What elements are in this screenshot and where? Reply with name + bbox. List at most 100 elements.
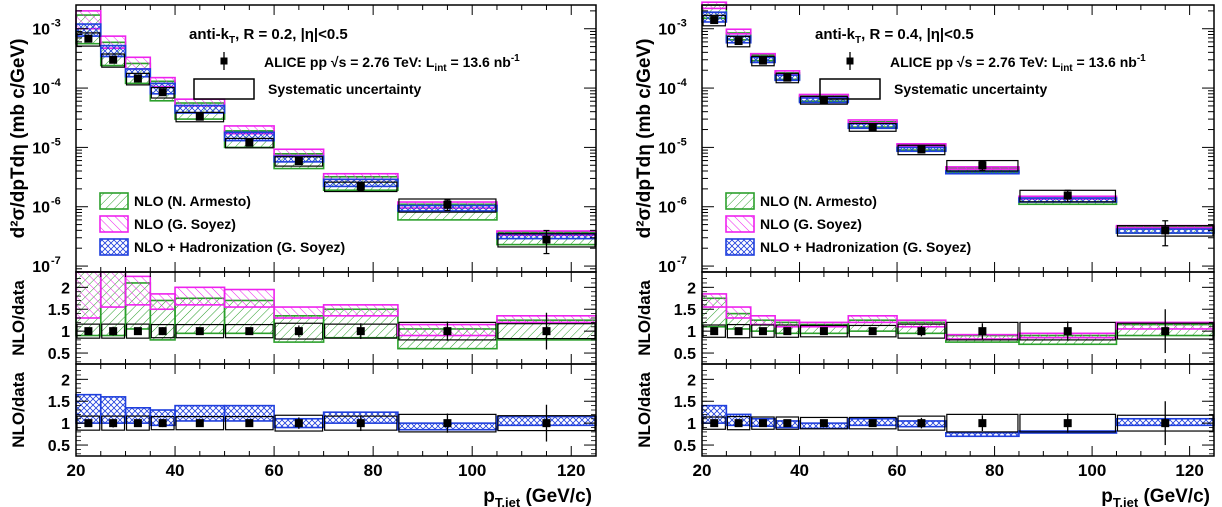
legend-swatch-hadronization (725, 238, 755, 256)
ratio-data-point (133, 419, 142, 428)
ratio-data-point (819, 419, 828, 428)
ratio-band-soyez (149, 293, 176, 311)
legend-alice-label: ALICE pp √s = 2.76 TeV: Lint = 13.6 nb-1 (264, 53, 520, 74)
data-point (158, 88, 167, 97)
y-tick-label: 10 (658, 81, 676, 98)
ratio-systematic-box (848, 416, 897, 430)
ratio-band-soyez (774, 319, 801, 328)
ratio-data-point (542, 419, 551, 428)
ratio-systematic-box (775, 324, 800, 338)
ratio-band-soyez (174, 286, 226, 306)
ratio-systematic-box (150, 415, 175, 431)
ratio-data-point (868, 419, 877, 428)
ratio-data-point (245, 327, 254, 336)
ratio-systematic-box (125, 415, 150, 431)
ratio-y-tick-label: 1 (61, 416, 70, 433)
ratio-systematic-box (726, 415, 751, 431)
legend-swatch-soyez (725, 215, 755, 233)
band-soyez (847, 119, 898, 124)
ratio-band-soyez (847, 315, 898, 324)
y-tick-label: 10 (32, 81, 50, 98)
legend-systematic-label: Systematic uncertainty (894, 81, 1047, 97)
ratio-systematic-box (799, 324, 848, 338)
x-tick-label: 40 (790, 461, 809, 480)
ratio-y-tick-label: 1 (61, 324, 70, 341)
x-tick-label: 20 (67, 461, 86, 480)
data-point (783, 73, 792, 82)
ratio-systematic-box (274, 322, 324, 340)
ratio-data-point (542, 327, 551, 336)
y-axis-title-main: d²σ/dpTdη (mb c/GeV) (8, 39, 29, 239)
ratio-y-tick-label: 0.5 (674, 438, 696, 455)
y-tick-exponent: -7 (677, 255, 687, 267)
legend-label-hadronization: NLO + Hadronization (G. Soyez) (134, 239, 345, 255)
y-axis-title-ratio1: NLO/data (635, 280, 654, 356)
ratio-data-point (1063, 327, 1072, 336)
ratio-data-point (356, 419, 365, 428)
systematic-box (775, 72, 800, 84)
ratio-y-tick-label: 0.5 (48, 346, 70, 363)
data-point (710, 16, 719, 25)
x-tick-label: 120 (1175, 461, 1203, 480)
legend-systematic-box (193, 78, 255, 100)
ratio-systematic-box (897, 415, 946, 431)
band-soyez (322, 172, 399, 181)
y-tick-exponent: -3 (51, 18, 61, 30)
data-point (356, 182, 365, 191)
ratio-systematic-box (150, 323, 175, 339)
ratio-data-point (356, 327, 365, 336)
ratio-data-point (783, 327, 792, 336)
legend-swatch-armesto (725, 192, 755, 210)
ratio-y-tick-label: 1.5 (674, 302, 696, 319)
ratio-data-point (158, 419, 167, 428)
y-tick-exponent: -4 (677, 77, 688, 89)
ratio-systematic-box (726, 323, 751, 339)
data-point (84, 34, 93, 43)
data-point (1063, 191, 1072, 200)
systematic-box (324, 181, 398, 193)
y-tick-label: 10 (658, 22, 676, 39)
ratio-band-hadronization (945, 431, 1020, 438)
ratio-band-soyez (124, 275, 152, 306)
x-tick-label: 80 (985, 461, 1004, 480)
data-point (109, 55, 118, 64)
ratio-systematic-box (125, 323, 150, 339)
ratio-data-point (443, 327, 452, 336)
ratio-data-point (195, 327, 204, 336)
ratio-data-point (245, 419, 254, 428)
systematic-box (224, 137, 274, 149)
ratio-data-point (84, 327, 93, 336)
legend-swatch-hadronization (99, 238, 129, 256)
y-tick-label: 10 (32, 200, 50, 217)
chart-title: anti-kT, R = 0.2, |η|<0.5 (189, 26, 348, 46)
y-axis-title-ratio1: NLO/data (9, 280, 28, 356)
ratio-y-tick-label: 2 (61, 280, 70, 297)
ratio-data-point (917, 327, 926, 336)
ratio-data-point (158, 327, 167, 336)
legend-systematic-box (819, 78, 881, 100)
x-tick-label: 60 (265, 461, 284, 480)
ratio-y-tick-label: 2 (687, 372, 696, 389)
ratio-data-point (1063, 419, 1072, 428)
data-point (133, 74, 142, 83)
systematic-box (398, 198, 497, 213)
legend-systematic-label: Systematic uncertainty (268, 81, 421, 97)
y-tick-exponent: -7 (51, 255, 61, 267)
ratio-band-soyez (223, 288, 275, 308)
systematic-box (101, 53, 126, 68)
y-tick-exponent: -3 (677, 18, 687, 30)
x-tick-label: 40 (166, 461, 185, 480)
ratio-systematic-box (101, 323, 126, 339)
panel-frame (701, 363, 1215, 457)
legend-label-soyez: NLO (G. Soyez) (760, 216, 862, 232)
ratio-data-point (1161, 419, 1170, 428)
ratio-data-point (710, 419, 719, 428)
y-tick-label: 10 (658, 259, 676, 276)
data-point (1161, 226, 1170, 235)
y-tick-label: 10 (658, 200, 676, 217)
data-point (443, 200, 452, 209)
ratio-systematic-box (946, 413, 1019, 433)
systematic-box (751, 55, 775, 67)
